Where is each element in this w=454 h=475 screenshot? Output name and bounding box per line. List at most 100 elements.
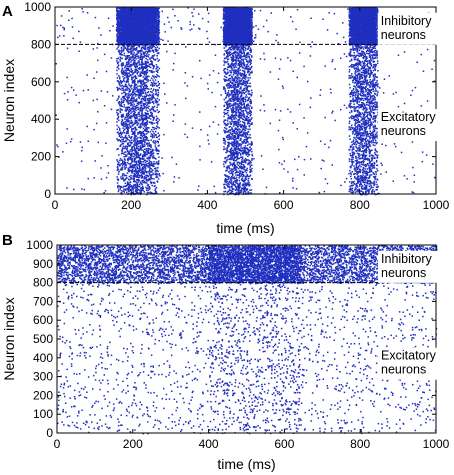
spike-point xyxy=(370,114,372,117)
spike-point xyxy=(374,108,377,110)
spike-point xyxy=(232,106,235,108)
spike-point xyxy=(157,66,159,68)
spike-point xyxy=(238,132,241,134)
spike-point xyxy=(235,158,238,161)
spike-point xyxy=(356,140,358,142)
spike-point xyxy=(238,113,241,115)
spike-point xyxy=(126,148,128,151)
spike-point xyxy=(174,104,176,106)
spike-point xyxy=(370,184,372,187)
spike-point xyxy=(233,123,236,126)
spike-point xyxy=(140,192,142,194)
spike-point xyxy=(127,95,129,97)
spike-point xyxy=(235,123,238,125)
spike-point xyxy=(138,115,140,118)
spike-point xyxy=(274,108,277,111)
spike-point xyxy=(287,171,289,173)
spike-point xyxy=(242,128,244,130)
spike-point xyxy=(140,114,143,117)
spike-point xyxy=(117,126,120,128)
spike-point xyxy=(351,127,354,130)
spike-point xyxy=(128,187,131,189)
spike-point xyxy=(143,95,146,97)
spike-point xyxy=(351,148,354,151)
spike-point xyxy=(334,68,336,70)
spike-point xyxy=(296,168,299,171)
spike-point xyxy=(353,143,356,146)
spike-point xyxy=(239,134,241,137)
spike-point xyxy=(246,151,248,154)
spike-point xyxy=(144,136,146,139)
spike-point xyxy=(122,186,124,188)
spike-point xyxy=(242,183,244,185)
spike-point xyxy=(236,103,239,105)
spike-point xyxy=(135,176,137,178)
spike-point xyxy=(137,62,139,64)
spike-point xyxy=(120,114,123,116)
spike-point xyxy=(143,117,146,119)
spike-point xyxy=(121,149,123,152)
spike-point xyxy=(133,155,135,158)
spike-point xyxy=(131,186,134,188)
spike-point xyxy=(126,162,129,164)
spike-point xyxy=(421,160,424,163)
spike-point xyxy=(150,121,152,123)
spike-point xyxy=(223,183,225,186)
spike-point xyxy=(153,161,155,163)
spike-point xyxy=(125,108,127,111)
spike-point xyxy=(129,125,132,127)
spike-point xyxy=(363,142,366,144)
spike-point xyxy=(143,122,146,124)
spike-point xyxy=(243,87,246,90)
spike-point xyxy=(139,169,141,171)
spike-point xyxy=(361,188,363,190)
spike-point xyxy=(119,164,121,166)
spike-point xyxy=(362,80,365,82)
spike-point xyxy=(128,145,130,147)
spike-point xyxy=(237,64,239,67)
spike-point xyxy=(153,134,156,136)
spike-point xyxy=(134,173,136,176)
spike-point xyxy=(358,147,360,149)
spike-point xyxy=(356,173,358,176)
spike-point xyxy=(151,112,153,114)
spike-point xyxy=(353,148,355,150)
spike-point xyxy=(150,168,152,170)
spike-point xyxy=(355,138,357,141)
spike-point xyxy=(149,144,151,146)
spike-point xyxy=(357,68,359,71)
spike-point xyxy=(117,80,119,82)
spike-point xyxy=(184,72,187,74)
spike-point xyxy=(237,106,239,108)
spike-point xyxy=(55,63,57,65)
spike-point xyxy=(227,144,229,147)
spike-point xyxy=(247,77,249,79)
spike-point xyxy=(217,124,220,126)
spike-point xyxy=(247,153,250,156)
spike-point xyxy=(126,181,129,183)
spike-point xyxy=(142,155,144,157)
spike-point xyxy=(158,87,160,89)
spike-point xyxy=(153,65,155,67)
spike-point xyxy=(372,121,375,123)
spike-point xyxy=(231,75,233,78)
spike-point xyxy=(343,104,346,107)
spike-point xyxy=(364,154,367,157)
spike-point xyxy=(233,131,236,133)
spike-point xyxy=(130,61,132,63)
spike-point xyxy=(242,135,244,137)
spike-point xyxy=(100,90,103,92)
spike-point xyxy=(368,185,371,188)
spike-point xyxy=(145,174,147,177)
spike-point xyxy=(239,175,241,178)
spike-point xyxy=(269,71,272,73)
spike-point xyxy=(124,69,127,72)
spike-point xyxy=(375,186,378,188)
spike-point xyxy=(355,122,357,125)
spike-point xyxy=(360,123,363,125)
spike-point xyxy=(133,147,136,149)
spike-point xyxy=(238,174,240,176)
spike-point xyxy=(355,149,357,152)
spike-point xyxy=(243,121,246,124)
spike-point xyxy=(226,175,229,177)
